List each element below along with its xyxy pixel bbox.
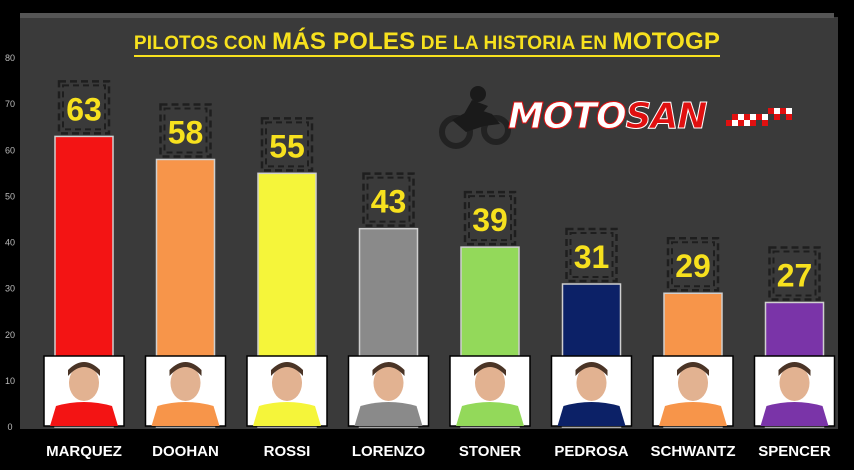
rider-hair	[68, 362, 100, 376]
rider-face	[170, 365, 201, 401]
category-label: SCHWANTZ	[651, 443, 736, 460]
motorcycle-rider-icon	[439, 86, 511, 149]
chart-title: PILOTOS CON MÁS POLES DE LA HISTORIA EN …	[0, 28, 854, 57]
rider-face	[373, 365, 404, 401]
rider-hair	[677, 362, 709, 376]
value-label-frame	[57, 80, 111, 135]
checkered-flag-icon	[726, 108, 792, 126]
value-label: 58	[168, 114, 204, 150]
category-label: PEDROSA	[554, 443, 628, 460]
rider-face	[475, 365, 505, 401]
logo-text-san: SAN	[625, 96, 708, 138]
rider-face	[272, 365, 302, 401]
category-label: ROSSI	[264, 443, 311, 460]
y-tick-label: 0	[7, 422, 12, 432]
rider-shirt	[50, 402, 118, 426]
rider-face	[69, 365, 99, 401]
rider-shirt	[557, 402, 626, 426]
value-label-frame	[362, 172, 415, 227]
rider-shirt	[760, 402, 829, 426]
value-label-frame	[366, 176, 411, 223]
y-axis-ticks: 0 10 20 30 40 50 60 70 80	[5, 53, 15, 432]
rider-hair	[575, 362, 608, 376]
logo-text-moto: MOTO	[508, 96, 628, 138]
rider-hair	[169, 362, 202, 376]
value-label-frame	[565, 227, 618, 283]
value-label: 27	[777, 257, 813, 293]
value-label-frame	[260, 117, 314, 172]
rider-shirt	[659, 402, 727, 426]
title-part-3: DE LA HISTORIA EN	[415, 33, 613, 57]
rider-face	[678, 365, 708, 401]
value-label: 29	[675, 248, 711, 284]
value-label-frame	[666, 236, 720, 292]
category-label: SPENCER	[758, 443, 831, 460]
y-tick-label: 40	[5, 238, 15, 248]
value-label-frame	[159, 103, 212, 158]
y-tick-label: 80	[5, 53, 15, 63]
value-label-frame	[671, 241, 715, 288]
value-label-frame	[163, 107, 208, 154]
y-tick-label: 20	[5, 330, 15, 340]
top-border	[20, 13, 834, 18]
value-label-frame	[62, 84, 106, 131]
value-label: 31	[574, 239, 610, 275]
value-label-frame	[265, 121, 309, 168]
title-part-2: MÁS POLES	[272, 28, 416, 55]
value-label-frame	[569, 232, 614, 279]
rider-hair	[372, 362, 405, 376]
title-part-4: MOTOGP	[612, 28, 721, 55]
y-tick-label: 60	[5, 145, 15, 155]
rider-shirt	[456, 402, 524, 426]
category-label: DOOHAN	[152, 443, 219, 460]
logo-text: MOTOSAN	[508, 96, 709, 138]
value-label: 55	[269, 128, 305, 164]
value-label-frame	[468, 195, 512, 242]
rider-hair	[474, 362, 506, 376]
motosan-logo: MOTOSAN	[434, 80, 804, 150]
rider-hair	[778, 362, 811, 376]
rider-shirt	[253, 402, 321, 426]
y-tick-label: 10	[5, 376, 15, 386]
value-label: 43	[371, 184, 407, 220]
category-label: MARQUEZ	[46, 443, 122, 460]
y-tick-label: 70	[5, 99, 15, 109]
category-label: STONER	[459, 443, 521, 460]
value-label: 63	[66, 91, 102, 127]
rider-shirt	[151, 402, 220, 426]
value-label-frame	[768, 246, 821, 301]
value-label: 39	[472, 202, 508, 238]
y-tick-label: 50	[5, 191, 15, 201]
rider-face	[779, 365, 810, 401]
rider-face	[576, 365, 607, 401]
value-label-frame	[772, 250, 817, 297]
title-part-1: PILOTOS CON	[133, 33, 273, 57]
category-label: LORENZO	[352, 443, 426, 460]
value-label-frame	[463, 190, 517, 246]
rider-shirt	[354, 402, 423, 426]
bars-group: 63 MARQUEZ 58 DOOHAN 55 ROSSI 43 LORENZO 39 STONE…	[43, 80, 836, 460]
rider-hair	[271, 362, 303, 376]
y-tick-label: 30	[5, 284, 15, 294]
